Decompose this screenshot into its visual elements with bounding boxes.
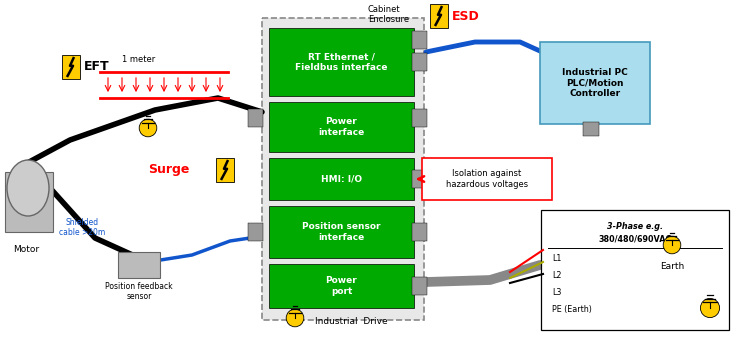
Bar [269,102,414,152]
Circle shape [139,119,157,137]
Ellipse shape [7,160,49,216]
Bar [412,223,427,241]
Text: L2: L2 [552,271,562,280]
Text: Motor: Motor [13,245,39,254]
Text: Industrial  Drive: Industrial Drive [315,317,388,326]
Bar [248,109,263,127]
Bar [583,122,599,136]
Circle shape [286,309,304,327]
Circle shape [701,298,720,317]
Bar [269,28,414,96]
Bar [262,18,424,320]
Bar [269,264,414,308]
Bar [422,158,552,200]
Text: Shielded
cable >20m: Shielded cable >20m [59,218,105,237]
Text: Position feedback
sensor: Position feedback sensor [105,282,173,301]
Bar [430,4,448,28]
Bar [248,223,263,241]
Text: Earth: Earth [660,262,684,271]
Bar [412,277,427,295]
Text: Position sensor
interface: Position sensor interface [302,222,381,242]
Bar [412,170,427,188]
Bar [412,109,427,127]
Bar [412,53,427,71]
Text: Surge: Surge [148,163,189,177]
Text: Power
interface: Power interface [319,117,364,137]
Bar [541,210,729,330]
Circle shape [663,236,681,254]
Bar [412,31,427,49]
Text: HMI: I/O: HMI: I/O [321,175,362,183]
Bar [269,158,414,200]
Text: L1: L1 [552,254,562,263]
Text: 1 meter: 1 meter [122,55,155,64]
Bar [118,252,160,278]
Text: ESD: ESD [452,10,480,23]
Bar [5,172,53,232]
Text: Power
port: Power port [325,276,358,296]
Text: RT Ethernet /
Fieldbus interface: RT Ethernet / Fieldbus interface [295,52,388,72]
Bar [269,206,414,258]
Bar [216,158,234,182]
Text: 3-Phase e.g.: 3-Phase e.g. [607,222,663,231]
Text: L3: L3 [552,288,562,297]
Text: Industrial PC
PLC/Motion
Controller: Industrial PC PLC/Motion Controller [562,68,628,98]
Text: 380/480/690VAC: 380/480/690VAC [598,235,672,244]
Text: Isolation against
hazardous voltages: Isolation against hazardous voltages [446,169,528,189]
Text: EFT: EFT [84,60,110,74]
Text: Cabinet
Enclosure: Cabinet Enclosure [368,5,409,25]
Text: PE (Earth): PE (Earth) [552,305,592,314]
Bar [540,42,650,124]
Bar [62,55,80,79]
